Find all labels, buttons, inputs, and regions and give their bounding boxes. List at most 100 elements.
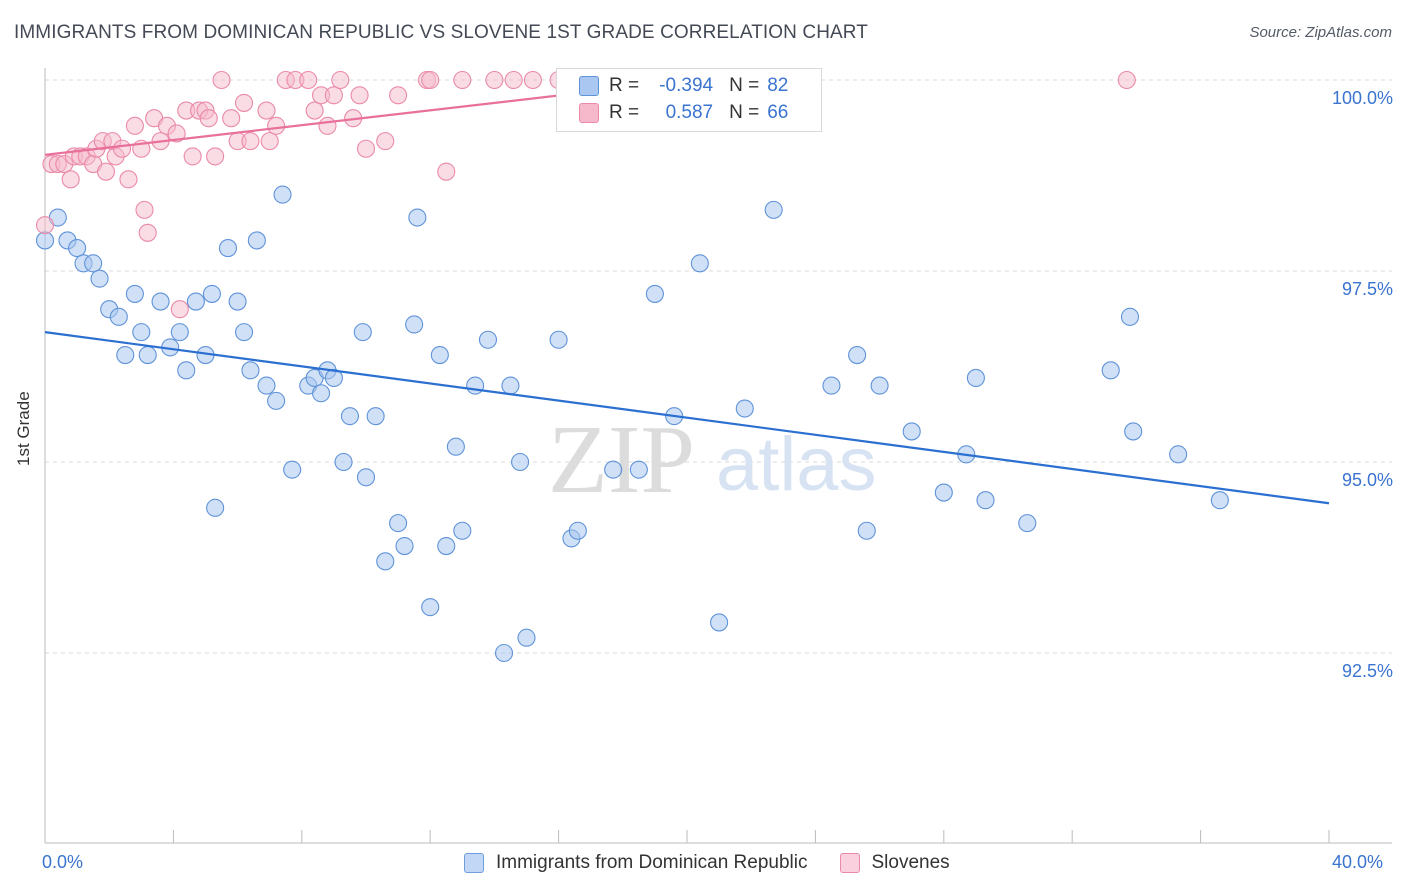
- data-point-dominican: [283, 460, 302, 479]
- legend-swatch-dominican: [579, 76, 599, 96]
- data-point-slovene: [222, 109, 241, 128]
- data-point-dominican: [710, 613, 729, 632]
- data-point-dominican: [68, 239, 87, 258]
- data-point-dominican: [408, 208, 427, 227]
- data-point-slovene: [305, 101, 324, 120]
- data-point-dominican: [218, 239, 238, 258]
- data-point-dominican: [466, 376, 485, 395]
- data-point-slovene: [241, 132, 260, 151]
- data-point-dominican: [324, 368, 343, 388]
- data-point-slovene: [125, 116, 144, 135]
- data-point-slovene: [199, 109, 218, 128]
- data-point-dominican: [273, 185, 292, 204]
- y-tick-label: 95.0%: [1342, 470, 1393, 490]
- data-point-dominican: [1169, 445, 1188, 464]
- data-point-dominican: [186, 292, 205, 311]
- data-point-dominican: [257, 376, 276, 395]
- data-point-dominican: [177, 361, 196, 380]
- data-point-dominican: [389, 514, 408, 533]
- data-point-dominican: [848, 345, 867, 365]
- data-point-dominican: [857, 521, 876, 540]
- data-point-dominican: [478, 330, 498, 349]
- data-point-slovene: [421, 70, 440, 90]
- series-legend-label-slovene: Slovenes: [871, 852, 950, 873]
- data-point-dominican: [1124, 422, 1143, 441]
- data-point-dominican: [764, 200, 783, 219]
- data-point-dominican: [170, 323, 189, 342]
- axes: [44, 68, 1392, 844]
- data-point-dominican: [549, 330, 568, 349]
- data-point-dominican: [511, 452, 530, 472]
- data-point-slovene: [167, 124, 186, 143]
- data-point-dominican: [822, 376, 841, 395]
- data-point-slovene: [135, 200, 154, 219]
- data-point-slovene: [376, 132, 395, 151]
- data-point-slovene: [324, 86, 343, 105]
- series-legend: Immigrants from Dominican Republic Slove…: [464, 852, 982, 874]
- data-point-dominican: [35, 231, 55, 250]
- data-point-dominican: [267, 391, 286, 410]
- data-point-slovene: [350, 86, 369, 105]
- data-point-slovene: [267, 116, 286, 135]
- data-point-dominican: [501, 376, 520, 395]
- chart-title: IMMIGRANTS FROM DOMINICAN REPUBLIC VS SL…: [14, 22, 868, 43]
- data-point-slovene: [356, 139, 376, 158]
- y-tick-label: 100.0%: [1332, 88, 1393, 108]
- data-point-dominican: [517, 628, 536, 647]
- data-point-slovene: [523, 70, 542, 90]
- data-point-slovene: [1117, 70, 1136, 90]
- y-axis-label: 1st Grade: [14, 391, 33, 466]
- data-point-dominican: [334, 452, 353, 472]
- data-point-slovene: [257, 101, 276, 120]
- legend-swatch-slovene: [579, 103, 599, 123]
- data-point-dominican: [151, 292, 170, 311]
- data-point-slovene: [389, 86, 408, 105]
- series-dominican-points: [35, 185, 1229, 663]
- watermark-atlas: atlas: [716, 422, 877, 507]
- data-point-slovene: [61, 170, 80, 189]
- data-point-dominican: [421, 598, 440, 617]
- data-point-dominican: [312, 384, 331, 403]
- legend-row-dominican: R = -0.394 N = 82: [579, 73, 788, 99]
- x-tick-label-max: 40.0%: [1332, 852, 1384, 872]
- data-point-dominican: [340, 407, 360, 426]
- legend-r-label: R =: [609, 75, 640, 96]
- data-point-dominican: [138, 345, 157, 365]
- data-point-dominican: [228, 292, 247, 311]
- data-point-slovene: [299, 70, 318, 90]
- data-point-dominican: [690, 254, 709, 273]
- data-point-slovene: [112, 139, 132, 158]
- data-point-dominican: [629, 460, 648, 479]
- data-point-slovene: [318, 116, 337, 135]
- trend-line-dominican: [44, 331, 1330, 505]
- legend-n-label: N =: [729, 75, 760, 96]
- data-point-dominican: [446, 437, 465, 456]
- data-point-slovene: [485, 70, 504, 90]
- data-point-dominican: [202, 284, 221, 303]
- data-point-dominican: [405, 315, 424, 334]
- y-tick-label: 97.5%: [1342, 279, 1393, 299]
- data-point-slovene: [260, 132, 279, 151]
- legend-n-value-slovene: 66: [767, 102, 789, 123]
- data-point-dominican: [109, 307, 128, 326]
- data-point-slovene: [206, 147, 225, 166]
- data-point-dominican: [1120, 307, 1140, 326]
- legend-r-value-dominican: -0.394: [659, 75, 714, 96]
- data-point-dominican: [976, 491, 995, 510]
- data-point-dominican: [206, 498, 225, 517]
- data-point-dominican: [568, 521, 587, 540]
- legend-row-slovene: R = 0.587 N = 66: [579, 100, 788, 126]
- data-point-slovene: [504, 70, 523, 90]
- data-point-dominican: [966, 368, 985, 388]
- data-point-dominican: [84, 254, 103, 273]
- data-point-dominican: [90, 269, 109, 288]
- data-point-dominican: [604, 460, 623, 479]
- data-point-dominican: [430, 345, 449, 365]
- data-point-slovene: [119, 170, 138, 189]
- data-point-slovene: [35, 216, 55, 235]
- gridlines: [45, 79, 1392, 654]
- data-point-dominican: [453, 521, 472, 540]
- watermark: ZIP atlas: [548, 406, 877, 514]
- series-legend-item-dominican: Immigrants from Dominican Republic: [464, 852, 808, 874]
